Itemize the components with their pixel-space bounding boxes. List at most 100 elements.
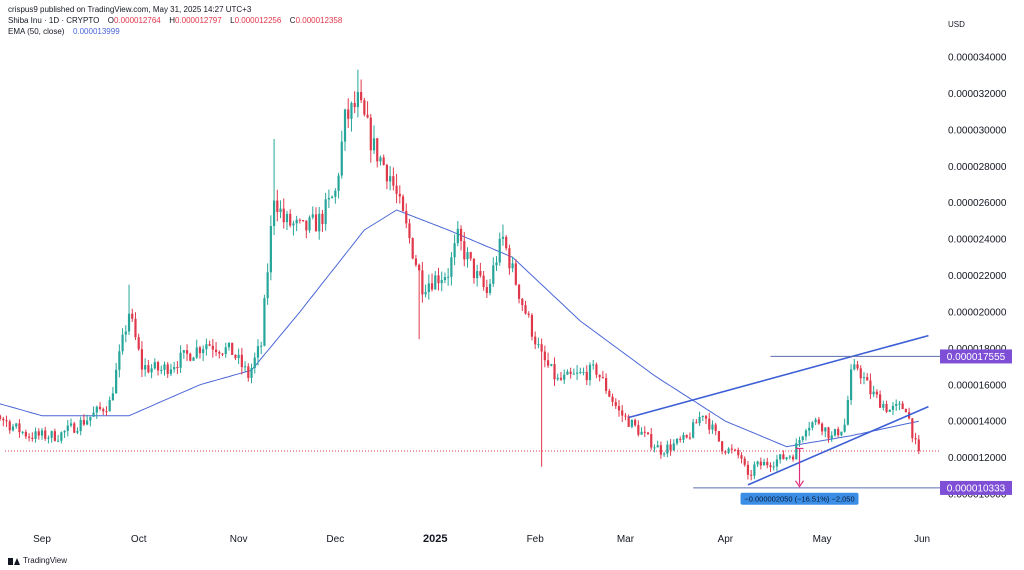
candle: [60, 431, 63, 444]
y-tick-label: 0.000026000: [948, 198, 1007, 209]
candle: [614, 398, 617, 409]
candle: [347, 98, 350, 128]
x-axis[interactable]: Sep Oct Nov Dec 2025 Feb Mar Apr May Jun: [33, 533, 930, 545]
candle: [895, 399, 898, 411]
symbol-label[interactable]: Shiba Inu · 1D · CRYPTO: [8, 16, 100, 25]
candle-body: [743, 458, 746, 465]
candle: [427, 274, 430, 300]
candle-body: [131, 313, 134, 319]
candle: [463, 231, 466, 267]
candle: [769, 462, 772, 472]
candle-body: [630, 419, 633, 427]
candle-body: [688, 437, 692, 439]
candle: [872, 385, 875, 398]
candle: [882, 400, 885, 411]
candle-body: [363, 100, 366, 115]
candle: [724, 450, 727, 455]
candle: [82, 414, 86, 426]
candle-body: [759, 461, 762, 466]
candle-body: [292, 223, 295, 226]
candle: [163, 361, 166, 376]
candle: [753, 461, 756, 479]
candle-body: [840, 431, 843, 436]
price-badge-label: 0.000017555: [947, 352, 1006, 363]
candle: [466, 247, 469, 268]
candle-body: [675, 438, 679, 444]
candle: [350, 101, 353, 132]
candle-body: [592, 364, 595, 366]
drawings-layer: −0.000002050 (−16.51%) −2,050: [628, 334, 942, 505]
candle: [846, 395, 849, 426]
candle: [759, 457, 762, 470]
candle: [530, 313, 534, 341]
tradingview-logo[interactable]: TradingView: [8, 556, 67, 565]
candles-layer: [0, 69, 920, 481]
candle: [73, 421, 76, 434]
candle-body: [898, 403, 901, 405]
candle-body: [537, 344, 540, 346]
candle: [430, 273, 434, 292]
candle-body: [621, 410, 624, 416]
candle: [324, 192, 327, 231]
candle-body: [785, 457, 788, 460]
candle-body: [466, 252, 469, 260]
candle-body: [453, 243, 456, 258]
candle: [453, 234, 456, 266]
candle: [292, 220, 295, 236]
close-value: 0.000012358: [295, 16, 343, 25]
candle-body: [73, 423, 76, 433]
candle: [563, 369, 566, 384]
candle: [608, 388, 611, 398]
candle: [878, 390, 882, 408]
candle: [859, 365, 862, 385]
candle-body: [440, 280, 443, 284]
candle: [337, 172, 340, 199]
candle-body: [624, 415, 627, 417]
candle: [675, 437, 679, 446]
candle-body: [750, 474, 753, 476]
candle: [888, 409, 891, 412]
candle: [527, 311, 530, 318]
candle-body: [202, 349, 205, 354]
candle-body: [608, 390, 611, 397]
ema-label[interactable]: EMA (50, close): [8, 27, 65, 36]
candle-body: [788, 456, 791, 458]
candle-body: [153, 362, 156, 369]
candle-body: [108, 400, 111, 412]
candle: [198, 345, 202, 359]
candle-body: [127, 313, 131, 332]
candle-body: [911, 418, 914, 439]
candle-body: [247, 366, 250, 378]
candle: [640, 427, 643, 435]
candle: [701, 415, 704, 422]
candle-body: [66, 425, 69, 431]
candle: [76, 427, 79, 435]
candle-body: [611, 396, 614, 402]
candle: [669, 439, 672, 456]
candle-body: [321, 213, 324, 224]
y-axis[interactable]: 0.000034000 0.000032000 0.000030000 0.00002…: [940, 53, 1012, 501]
candle: [121, 328, 124, 355]
candle: [263, 294, 266, 347]
candle: [366, 101, 369, 119]
candle: [376, 137, 379, 168]
candle-body: [856, 364, 859, 369]
candle-body: [663, 453, 666, 455]
candle: [308, 215, 311, 233]
candle-body: [447, 276, 450, 278]
ema-value: 0.000013999: [72, 27, 120, 36]
candle: [192, 356, 195, 361]
candle: [234, 354, 237, 360]
low-label: L: [230, 16, 235, 25]
candle-body: [443, 277, 447, 281]
candle-body: [379, 157, 382, 162]
measure-arrow-icon: [795, 480, 805, 488]
candle: [208, 340, 211, 347]
candle: [137, 333, 140, 351]
candle-body: [878, 394, 882, 408]
candle-body: [824, 427, 827, 432]
candle: [617, 399, 621, 417]
candle: [69, 418, 73, 428]
